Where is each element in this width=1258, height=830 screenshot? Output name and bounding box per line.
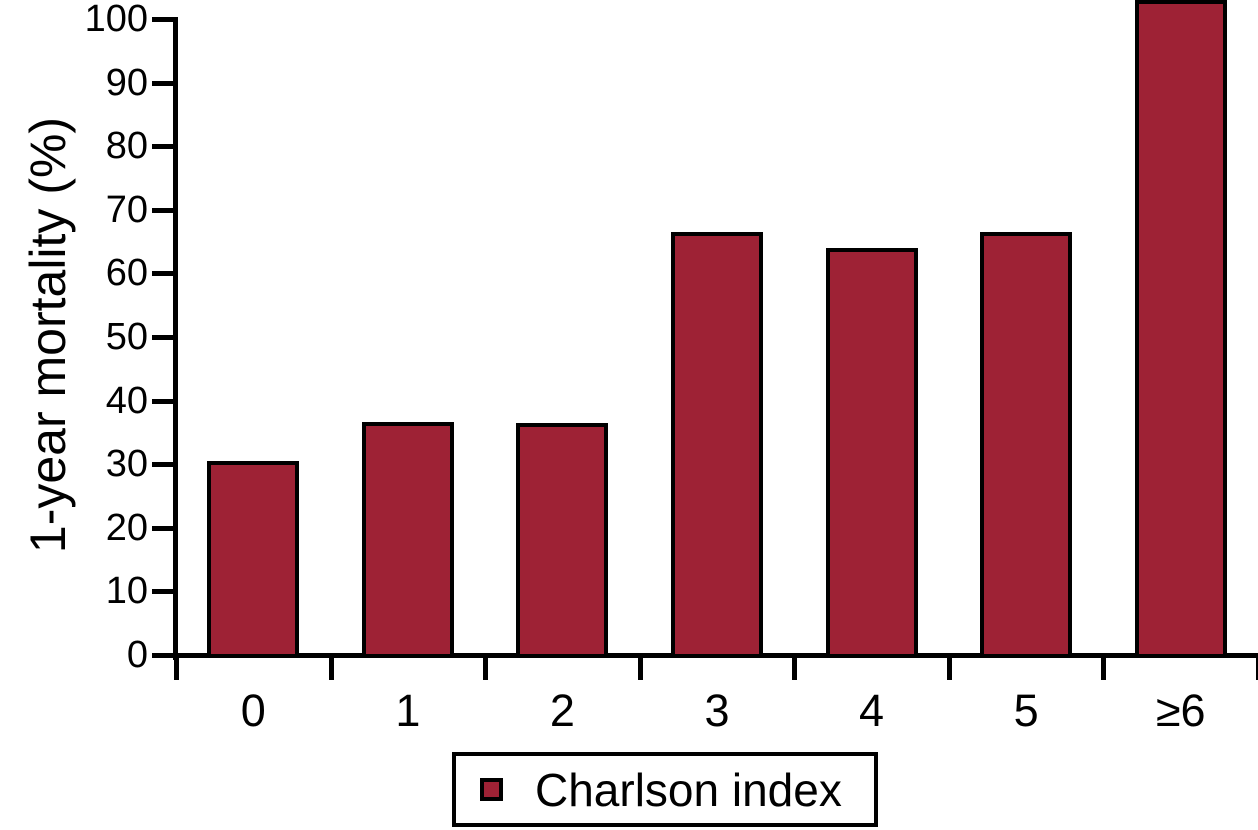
y-tick-label: 40 bbox=[105, 379, 148, 422]
x-tick bbox=[946, 653, 952, 680]
bar-3 bbox=[671, 232, 763, 658]
x-tick-label-1: 1 bbox=[395, 685, 421, 736]
y-tick-label: 0 bbox=[126, 634, 148, 676]
legend-label: Charlson index bbox=[535, 763, 842, 816]
legend-marker-square-icon bbox=[480, 778, 503, 801]
x-tick bbox=[1101, 653, 1107, 680]
x-tick bbox=[637, 653, 643, 680]
y-tick-label: 30 bbox=[105, 443, 148, 486]
x-tick-label-4: 4 bbox=[859, 685, 885, 736]
x-tick bbox=[328, 653, 334, 680]
x-tick-label-5: 5 bbox=[1013, 685, 1039, 736]
y-tick-label: 10 bbox=[105, 570, 148, 613]
y-tick-label: 80 bbox=[105, 125, 148, 168]
bar-5 bbox=[980, 232, 1073, 658]
bar-4 bbox=[825, 247, 918, 658]
y-tick bbox=[152, 80, 173, 86]
x-tick-label-ge6: ≥6 bbox=[1155, 685, 1206, 736]
y-tick-label: 90 bbox=[105, 61, 148, 104]
y-axis-line bbox=[173, 17, 178, 660]
bar-0 bbox=[207, 461, 300, 658]
y-tick-label: 50 bbox=[105, 316, 148, 358]
y-tick bbox=[152, 207, 173, 213]
legend: Charlson index bbox=[452, 752, 878, 827]
y-tick-label: 70 bbox=[105, 188, 148, 231]
bar-1 bbox=[361, 421, 454, 658]
y-tick bbox=[152, 589, 173, 595]
bar-ge6 bbox=[1134, 0, 1227, 658]
x-tick bbox=[174, 653, 179, 680]
bar-2 bbox=[516, 422, 609, 658]
y-tick bbox=[152, 525, 173, 531]
x-tick-label-0: 0 bbox=[240, 685, 266, 736]
x-tick bbox=[792, 653, 798, 680]
y-tick-label: 20 bbox=[105, 506, 148, 549]
y-tick bbox=[152, 144, 173, 150]
x-tick-label-3: 3 bbox=[704, 685, 730, 736]
x-tick-label-2: 2 bbox=[549, 685, 575, 736]
y-tick bbox=[152, 462, 173, 468]
y-tick bbox=[152, 271, 173, 277]
x-tick bbox=[1256, 653, 1258, 680]
y-tick-label: 60 bbox=[105, 252, 148, 295]
y-tick-label: 100 bbox=[84, 0, 148, 40]
y-tick bbox=[152, 17, 173, 22]
y-tick bbox=[152, 335, 173, 340]
y-tick bbox=[152, 398, 173, 404]
x-tick bbox=[483, 653, 489, 680]
y-tick bbox=[152, 653, 173, 658]
